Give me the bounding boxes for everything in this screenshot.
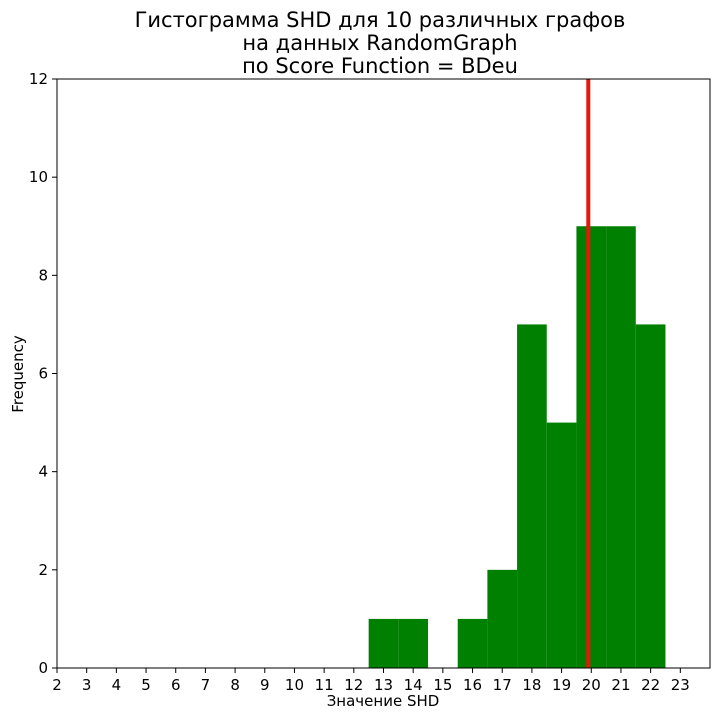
y-tick-label-2: 2 <box>38 561 48 579</box>
x-tick-label-6: 6 <box>171 676 181 694</box>
y-tick-label-6: 6 <box>38 365 48 383</box>
histogram-bar-20 <box>576 226 607 668</box>
y-tick-label-4: 4 <box>38 463 48 481</box>
x-tick-label-20: 20 <box>582 676 601 694</box>
x-tick-label-7: 7 <box>201 676 211 694</box>
x-tick-label-15: 15 <box>433 676 452 694</box>
chart-title-line-3: по Score Function = BDeu <box>242 54 518 78</box>
y-tick-label-10: 10 <box>29 168 48 186</box>
x-tick-label-19: 19 <box>552 676 571 694</box>
bars-layer <box>368 226 666 668</box>
x-tick-label-5: 5 <box>141 676 151 694</box>
y-axis-ticks: 0 2 4 6 8 10 12 <box>29 70 57 677</box>
y-axis-label: Frequency <box>9 335 27 413</box>
y-tick-label-0: 0 <box>38 659 48 677</box>
chart-title-line-1: Гистограмма SHD для 10 различных графов <box>134 8 626 32</box>
x-tick-label-8: 8 <box>230 676 240 694</box>
x-axis-label: Значение SHD <box>327 692 440 710</box>
x-tick-label-2: 2 <box>52 676 62 694</box>
histogram-bar-22 <box>635 324 666 668</box>
histogram-bar-13 <box>368 618 399 668</box>
x-tick-label-17: 17 <box>493 676 512 694</box>
histogram-bar-14 <box>398 618 429 668</box>
x-tick-label-16: 16 <box>463 676 482 694</box>
histogram-bar-16 <box>457 618 488 668</box>
x-tick-label-10: 10 <box>285 676 304 694</box>
histogram-bar-21 <box>606 226 636 668</box>
x-tick-label-23: 23 <box>671 676 690 694</box>
chart-title-line-2: на данных RandomGraph <box>242 31 518 55</box>
x-axis-ticks: 2 3 4 5 6 7 8 9 10 11 12 13 14 15 16 17 18 19 20 21 22 23 <box>52 668 690 694</box>
histogram-bar-17 <box>487 569 518 668</box>
histogram-bar-19 <box>546 422 577 668</box>
x-tick-label-13: 13 <box>374 676 393 694</box>
x-tick-label-12: 12 <box>344 676 363 694</box>
x-tick-label-21: 21 <box>611 676 630 694</box>
histogram-bar-18 <box>517 324 547 668</box>
x-tick-label-11: 11 <box>315 676 334 694</box>
x-tick-label-22: 22 <box>641 676 660 694</box>
x-tick-label-9: 9 <box>260 676 270 694</box>
y-tick-label-12: 12 <box>29 70 48 88</box>
x-tick-label-3: 3 <box>82 676 92 694</box>
y-tick-label-8: 8 <box>38 266 48 284</box>
x-tick-label-14: 14 <box>404 676 423 694</box>
x-tick-label-18: 18 <box>522 676 541 694</box>
x-tick-label-4: 4 <box>112 676 122 694</box>
